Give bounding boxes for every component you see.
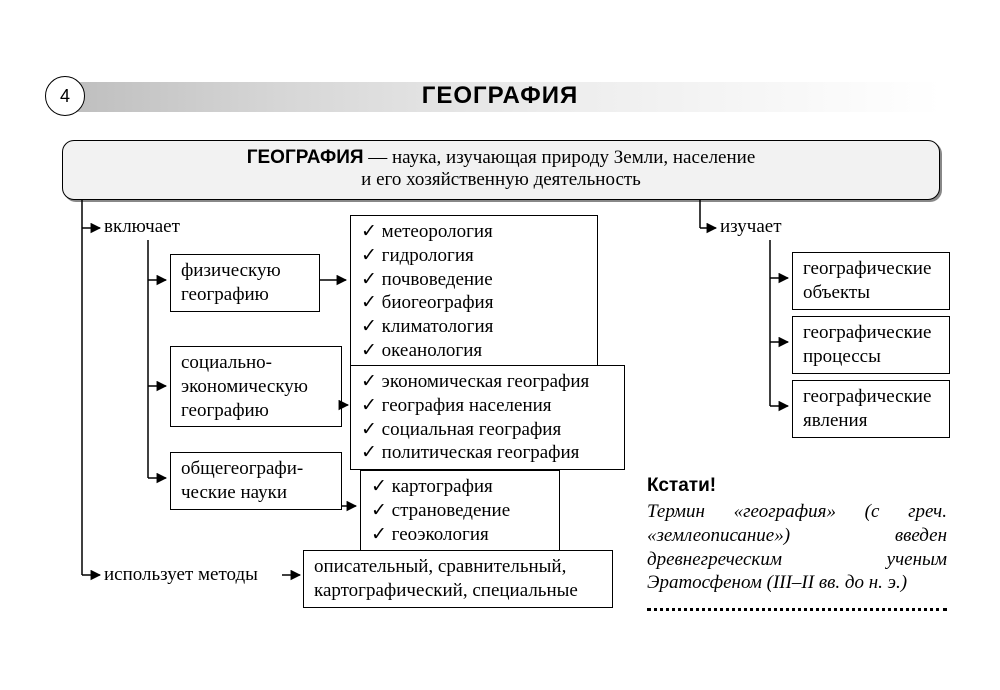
- definition-sep: —: [364, 147, 393, 168]
- label-methods: использует методы: [104, 564, 258, 586]
- methods-box: описательный, сравнительный, картографич…: [303, 550, 613, 608]
- list-item: почвоведение: [361, 268, 587, 292]
- list-item: картография: [371, 475, 549, 499]
- sublist-general: картография страноведение геоэкология: [360, 470, 560, 551]
- list-item: биогеография: [361, 291, 587, 315]
- aside-title: Кстати!: [647, 475, 716, 497]
- list-item: климатология: [361, 315, 587, 339]
- studies-item-3: географические явления: [792, 380, 950, 438]
- methods-line2: картографический, специальные: [314, 580, 578, 601]
- aside-body: Термин «география» (с греч. «землеописан…: [647, 500, 947, 595]
- label-includes: включает: [104, 216, 180, 238]
- list-item: метеорология: [361, 220, 587, 244]
- aside-dotted-underline: [647, 608, 947, 611]
- sublist-physical: метеорология гидрология почвоведение био…: [350, 215, 598, 368]
- methods-line1: описательный, сравнительный,: [314, 556, 566, 577]
- list-item: гидрология: [361, 244, 587, 268]
- branch-physical: физическую географию: [170, 254, 320, 312]
- list-item: география населения: [361, 394, 614, 418]
- list-item: страноведение: [371, 499, 549, 523]
- list-item: социальная география: [361, 418, 614, 442]
- label-studies: изучает: [720, 216, 782, 238]
- list-item: экономическая география: [361, 370, 614, 394]
- page-title: ГЕОГРАФИЯ: [0, 82, 1000, 110]
- studies-item-1: географические объекты: [792, 252, 950, 310]
- studies-item-2: географические процессы: [792, 316, 950, 374]
- definition-line1: наука, изучающая природу Земли, населени…: [392, 147, 755, 168]
- definition-line2: и его хозяйственную деятельность: [361, 169, 641, 190]
- list-item: политическая география: [361, 441, 614, 465]
- page: 4 ГЕОГРАФИЯ ГЕОГРАФИЯ — наука, изучающая…: [0, 0, 1000, 690]
- list-item: океанология: [361, 339, 587, 363]
- definition-term: ГЕОГРАФИЯ: [247, 147, 364, 168]
- sublist-socioeconomic: экономическая география география населе…: [350, 365, 625, 470]
- page-number-badge: 4: [45, 76, 85, 116]
- list-item: геоэкология: [371, 523, 549, 547]
- branch-socioeconomic: социально-экономическую географию: [170, 346, 342, 427]
- branch-general: общегеографи-ческие науки: [170, 452, 342, 510]
- definition-box: ГЕОГРАФИЯ — наука, изучающая природу Зем…: [62, 140, 940, 200]
